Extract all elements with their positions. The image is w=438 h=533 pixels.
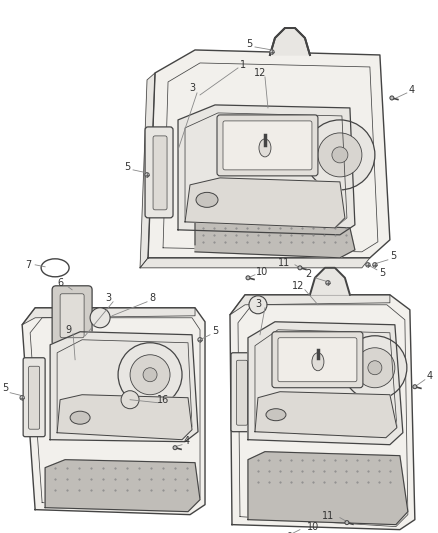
Polygon shape xyxy=(310,268,350,295)
Ellipse shape xyxy=(312,353,324,371)
Circle shape xyxy=(366,263,370,267)
FancyBboxPatch shape xyxy=(60,294,84,338)
Text: 3: 3 xyxy=(189,83,195,93)
Text: 11: 11 xyxy=(278,258,290,268)
Polygon shape xyxy=(50,332,198,442)
Text: 4: 4 xyxy=(409,85,415,95)
Text: 5: 5 xyxy=(2,383,8,393)
Text: 3: 3 xyxy=(105,293,111,303)
Polygon shape xyxy=(140,258,370,268)
Circle shape xyxy=(130,355,170,395)
FancyBboxPatch shape xyxy=(272,332,363,387)
Polygon shape xyxy=(230,295,390,315)
Ellipse shape xyxy=(266,409,286,421)
Polygon shape xyxy=(248,451,408,524)
Ellipse shape xyxy=(259,139,271,157)
Polygon shape xyxy=(255,392,397,438)
Circle shape xyxy=(343,336,407,400)
FancyBboxPatch shape xyxy=(217,115,318,176)
Circle shape xyxy=(355,348,395,387)
Polygon shape xyxy=(185,178,345,228)
Circle shape xyxy=(373,263,377,267)
Polygon shape xyxy=(195,222,355,258)
Circle shape xyxy=(246,276,250,280)
Polygon shape xyxy=(57,395,192,440)
Text: 11: 11 xyxy=(322,511,334,521)
Ellipse shape xyxy=(70,411,90,424)
FancyBboxPatch shape xyxy=(145,127,173,218)
FancyBboxPatch shape xyxy=(231,353,253,432)
Polygon shape xyxy=(45,459,200,512)
Circle shape xyxy=(345,521,349,524)
Circle shape xyxy=(413,385,417,389)
Polygon shape xyxy=(270,28,310,55)
Text: 5: 5 xyxy=(124,162,130,172)
Text: 8: 8 xyxy=(149,293,155,303)
Text: 10: 10 xyxy=(307,522,319,531)
Circle shape xyxy=(326,280,330,285)
Text: 5: 5 xyxy=(379,268,385,278)
Polygon shape xyxy=(230,295,415,530)
Text: 16: 16 xyxy=(157,395,169,405)
Circle shape xyxy=(368,361,382,375)
Circle shape xyxy=(198,337,202,342)
Text: 2: 2 xyxy=(305,269,311,279)
Polygon shape xyxy=(248,322,403,445)
Text: 4: 4 xyxy=(184,435,190,446)
Circle shape xyxy=(249,296,267,314)
Circle shape xyxy=(305,120,375,190)
Text: 5: 5 xyxy=(212,326,218,336)
Polygon shape xyxy=(22,308,195,325)
FancyBboxPatch shape xyxy=(28,366,39,429)
Polygon shape xyxy=(140,73,155,268)
Polygon shape xyxy=(148,50,390,258)
FancyBboxPatch shape xyxy=(23,358,45,437)
Circle shape xyxy=(20,395,25,400)
Text: 9: 9 xyxy=(65,325,71,335)
FancyBboxPatch shape xyxy=(237,360,247,425)
Ellipse shape xyxy=(196,192,218,207)
FancyBboxPatch shape xyxy=(153,136,167,210)
FancyBboxPatch shape xyxy=(223,121,312,170)
Polygon shape xyxy=(178,105,355,235)
Text: 12: 12 xyxy=(292,281,304,291)
Circle shape xyxy=(270,50,274,54)
Text: 5: 5 xyxy=(246,39,252,49)
Circle shape xyxy=(118,343,182,407)
Circle shape xyxy=(145,173,149,177)
Circle shape xyxy=(90,308,110,328)
Circle shape xyxy=(318,133,362,177)
Circle shape xyxy=(332,147,348,163)
Circle shape xyxy=(390,96,394,100)
Text: 1: 1 xyxy=(240,60,246,70)
Text: 7: 7 xyxy=(25,260,31,270)
FancyBboxPatch shape xyxy=(278,338,357,382)
Circle shape xyxy=(298,266,302,270)
Circle shape xyxy=(121,391,139,409)
Text: 6: 6 xyxy=(57,278,63,288)
Text: 4: 4 xyxy=(427,371,433,381)
Text: 12: 12 xyxy=(254,68,266,78)
Text: 3: 3 xyxy=(255,299,261,309)
Text: 10: 10 xyxy=(256,267,268,277)
Polygon shape xyxy=(22,308,205,515)
Circle shape xyxy=(173,446,177,450)
Circle shape xyxy=(143,368,157,382)
FancyBboxPatch shape xyxy=(52,286,92,346)
Text: 5: 5 xyxy=(390,251,396,261)
